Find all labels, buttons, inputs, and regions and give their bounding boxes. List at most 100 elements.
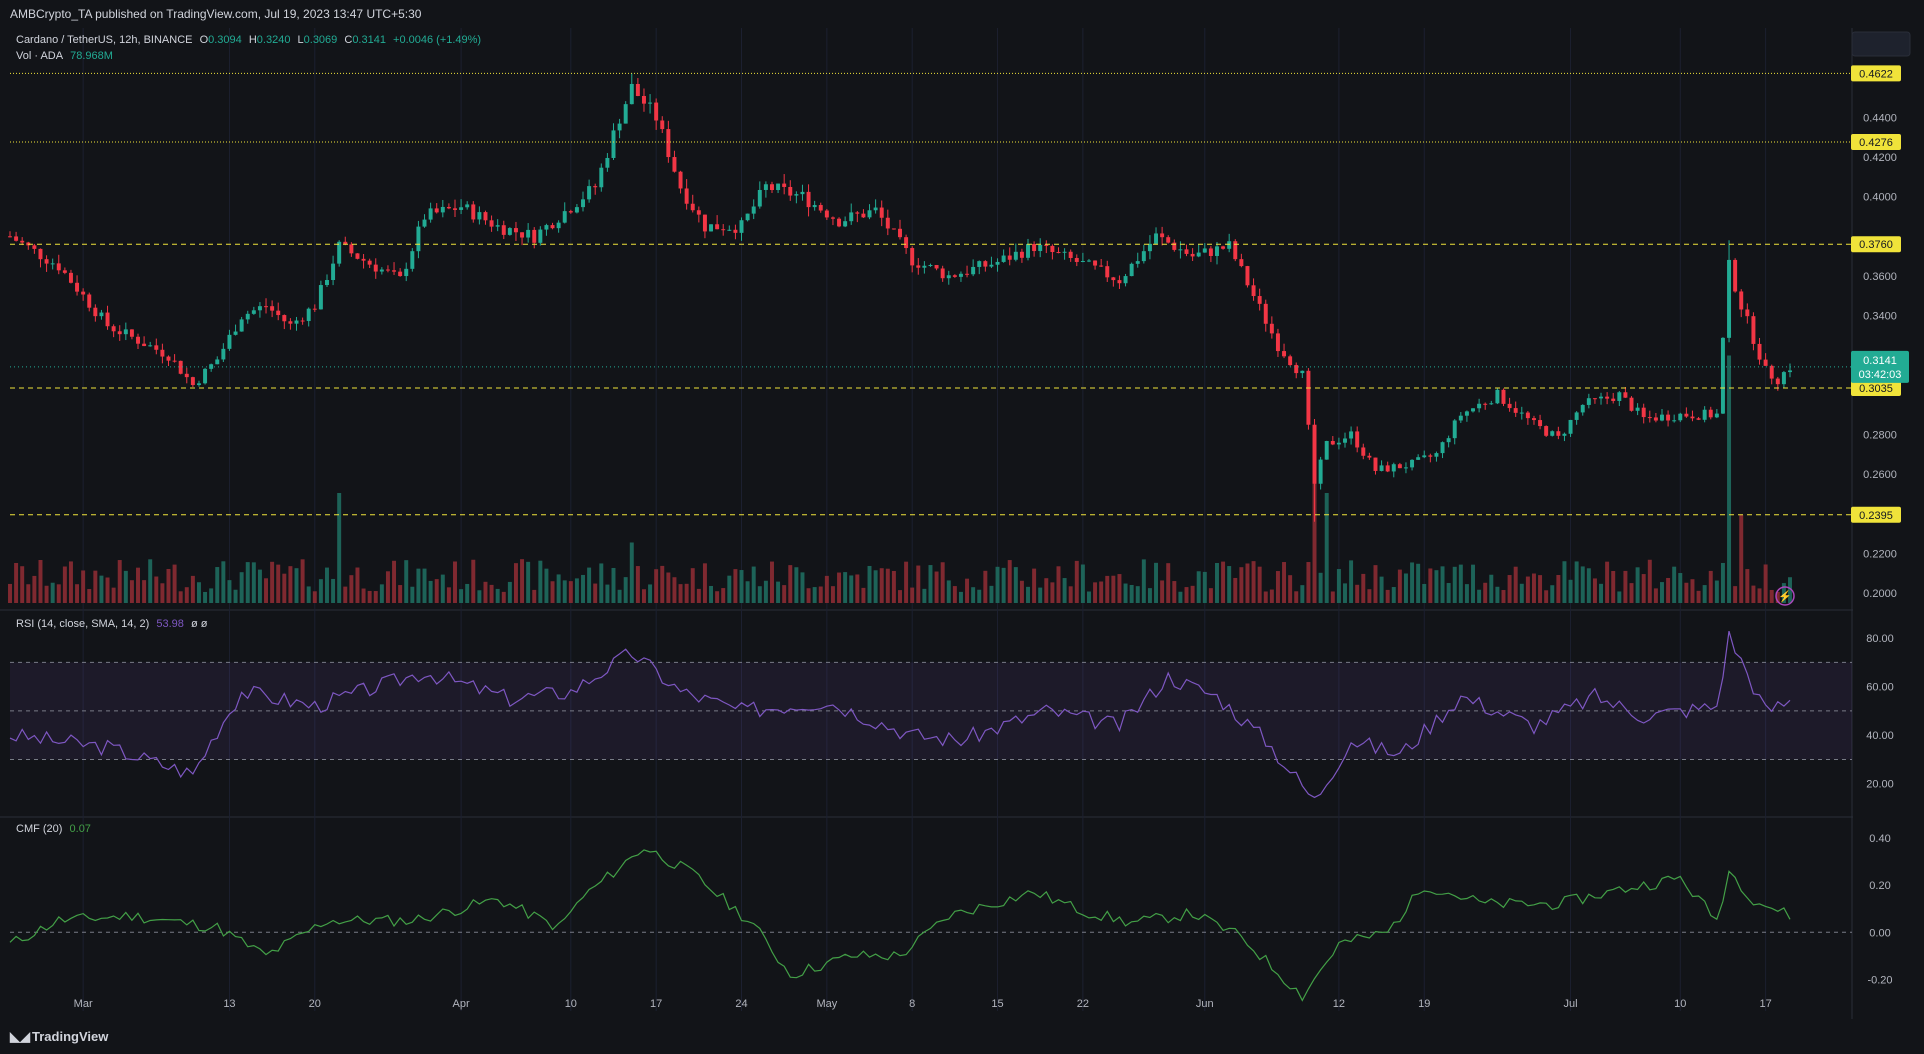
time-tick-label: 24 [735, 998, 747, 1010]
volume-bar [1629, 583, 1634, 603]
candle-body [337, 241, 342, 264]
candle-body [276, 310, 281, 316]
level-label-bg [1851, 236, 1901, 253]
candle-body [1349, 431, 1354, 439]
candle-body [1562, 433, 1567, 436]
candle-body [721, 229, 726, 231]
time-tick-label: 13 [223, 998, 235, 1010]
rsi-legend: RSI (14, close, SMA, 14, 2) 53.98 ø ø [16, 618, 211, 630]
volume-bar [1666, 577, 1671, 603]
volume-bar [410, 586, 415, 603]
candle-body [221, 348, 226, 360]
volume-bar [532, 589, 537, 603]
volume-bar [605, 584, 610, 603]
candle-body [1336, 442, 1341, 445]
candle-body [489, 220, 494, 227]
volume-bar [117, 560, 122, 603]
candle-body [696, 210, 701, 215]
candle-body [453, 208, 457, 210]
cmf-tick-label: 0.00 [1869, 927, 1890, 939]
volume-bar [428, 580, 433, 603]
candle-body [922, 265, 927, 268]
candle-body [239, 319, 244, 332]
time-tick-label: May [816, 998, 837, 1010]
candle-body [1592, 398, 1597, 400]
volume-bar [379, 584, 384, 603]
candle-body [891, 228, 896, 230]
candle-body [1221, 246, 1226, 249]
volume-bar [1684, 582, 1689, 603]
volume-bar [977, 589, 982, 603]
candle-body [1038, 244, 1043, 252]
volume-bar [1202, 571, 1207, 603]
volume-bar [520, 559, 525, 603]
volume-bar [471, 559, 476, 603]
candle-body [203, 368, 208, 384]
candle-body [1720, 337, 1725, 414]
volume-bar [818, 586, 823, 603]
volume-bar [1099, 581, 1104, 603]
volume-bar [276, 564, 281, 603]
volume-bar [1361, 573, 1366, 603]
price-tick-label: 0.2200 [1863, 548, 1897, 560]
volume-bar [1397, 569, 1402, 603]
volume-bar [1019, 580, 1024, 603]
candle-body [1013, 251, 1018, 260]
volume-bar [739, 570, 744, 603]
volume-bar [1123, 583, 1128, 603]
rsi-value: 53.98 [156, 618, 184, 630]
candle-body [148, 345, 153, 347]
volume-bar [556, 574, 561, 603]
candle-body [940, 268, 945, 279]
candle-body [855, 212, 860, 214]
candle-body [142, 343, 147, 347]
volume-bar [264, 578, 269, 603]
axis-settings-button [1851, 31, 1911, 57]
candle-body [709, 224, 714, 232]
volume-bar [684, 583, 689, 603]
candle-body [1056, 252, 1061, 254]
candle-body [1306, 370, 1311, 425]
chart-svg[interactable]: 0.4622 0.4276 0.3760 0.3035 0.2395 0.4400 0.42… [0, 28, 1924, 1019]
candle-body [702, 214, 707, 232]
volume-bar [709, 585, 714, 603]
volume-bar [75, 584, 80, 603]
volume-bar [1007, 560, 1012, 603]
volume-bar [1093, 582, 1098, 603]
volume-bar [1574, 561, 1579, 603]
volume-bar [32, 575, 37, 603]
candle-body [1093, 260, 1098, 266]
candle-body [1422, 455, 1427, 458]
volume-bar [1166, 563, 1171, 603]
volume-bar [788, 565, 793, 603]
candle-body [1166, 237, 1171, 243]
candle-body [1208, 248, 1213, 256]
volume-bar [38, 559, 43, 603]
candle-body [1233, 241, 1238, 260]
candle-body [654, 102, 659, 121]
volume-bar [203, 591, 208, 603]
candle-body [1111, 277, 1116, 281]
candle-body [1574, 412, 1579, 420]
candle-body [1318, 459, 1323, 484]
chart-area[interactable]: 0.4622 0.4276 0.3760 0.3035 0.2395 0.4400 0.42… [0, 28, 1924, 1019]
candle-body [727, 229, 732, 231]
candle-body [1641, 407, 1646, 418]
volume-bar [440, 574, 445, 603]
volume-bar [696, 588, 701, 603]
candle-body [1519, 412, 1524, 414]
candle-body [196, 383, 201, 386]
candle-body [190, 377, 195, 386]
candle-body [1410, 459, 1415, 468]
volume-bar [1647, 559, 1652, 603]
tradingview-logo[interactable]: ◣◢ TradingView [10, 1029, 108, 1045]
volume-bar [154, 576, 159, 603]
candle-body [75, 282, 80, 292]
candle-body [1440, 442, 1445, 454]
volume-bar [1263, 591, 1268, 603]
volume-bar [1733, 586, 1738, 603]
volume-bar [1190, 585, 1195, 603]
volume-bar [623, 577, 628, 603]
candle-body [1001, 255, 1006, 262]
candle-body [995, 261, 1000, 265]
